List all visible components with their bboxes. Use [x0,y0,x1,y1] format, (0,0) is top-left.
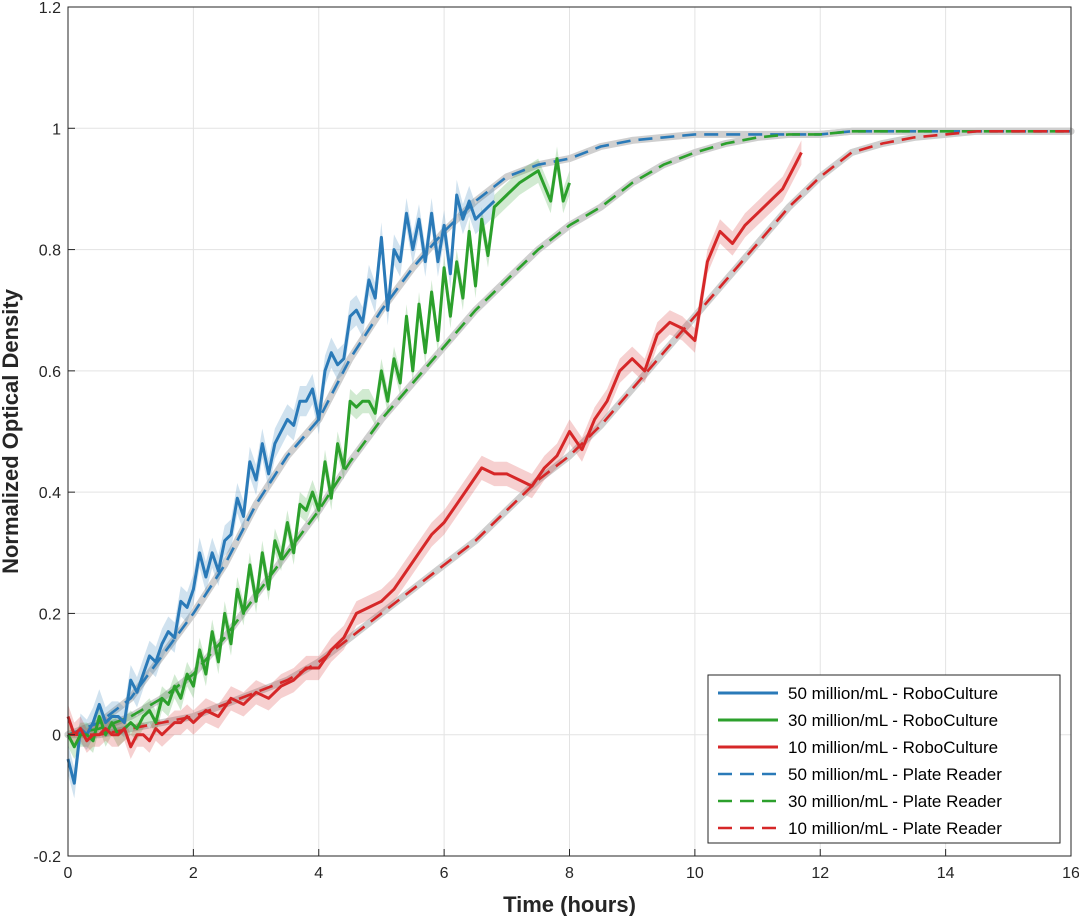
legend-label: 10 million/mL - RoboCulture [788,738,998,757]
roboculture-confidence-band [68,179,495,799]
y-tick-label: 0.6 [39,364,61,381]
legend: 50 million/mL - RoboCulture 30 million/mL… [707,674,1061,844]
roboculture-line [66,157,571,749]
roboculture-line [66,193,496,785]
y-tick-label: 0 [52,728,61,745]
y-axis-label: Normalized Optical Density [0,288,23,574]
x-tick-label: 4 [314,865,323,882]
legend-label: 50 million/mL - RoboCulture [788,684,998,703]
x-tick-label: 0 [64,865,73,882]
y-tick-label: 0.8 [39,243,61,260]
x-tick-label: 2 [189,865,198,882]
legend-box [707,674,1061,844]
series-lines [66,130,1071,785]
plate-reader-line [68,130,1071,737]
plate-reader-line [67,130,1071,736]
legend-label: 30 million/mL - Plate Reader [788,792,1002,811]
y-tick-label: 0.2 [39,606,61,623]
x-tick-label: 10 [686,865,704,882]
roboculture-line [66,151,803,749]
x-tick-label: 8 [565,865,574,882]
y-tick-label: 1 [52,121,61,138]
x-tick-label: 16 [1062,865,1079,882]
x-tick-label: 14 [937,865,955,882]
legend-label: 30 million/mL - RoboCulture [788,711,998,730]
legend-label: 10 million/mL - Plate Reader [788,819,1002,838]
legend-label: 50 million/mL - Plate Reader [788,765,1002,784]
x-tick-label: 6 [440,865,449,882]
y-tick-label: -0.2 [33,849,61,866]
x-axis-label: Time (hours) [503,892,636,916]
y-tick-label: 0.4 [39,485,61,502]
x-tick-label: 12 [811,865,829,882]
axis-ticks: 0 2 4 6 8 10 12 14 16-0.200.20.40.60.811.2 [33,0,1079,882]
y-tick-label: 1.2 [39,0,61,17]
